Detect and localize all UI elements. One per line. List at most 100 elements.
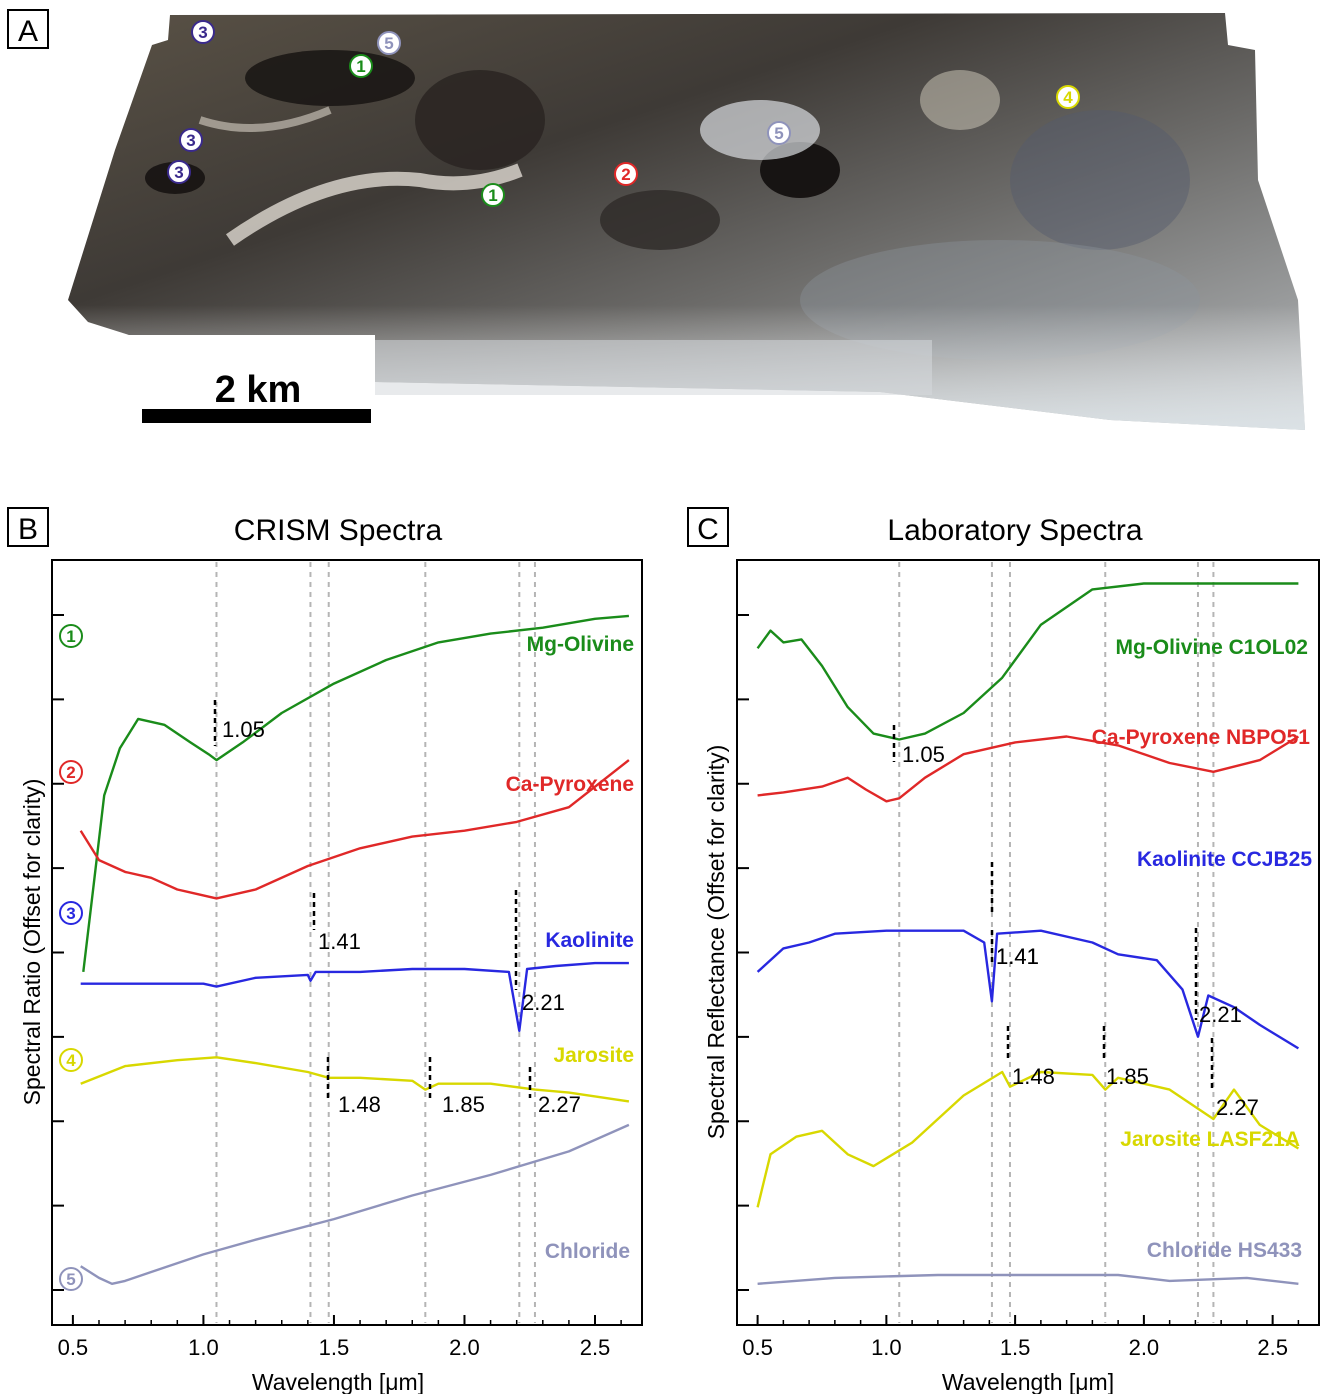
map-marker-5: 3 xyxy=(167,160,191,184)
c-content-xtick-label-4: 2.0 xyxy=(1129,1335,1160,1360)
scalebar-label: 2 km xyxy=(215,369,302,411)
panel-b-chart: B CRISM Spectra 0.5 1.0 1.5 2.0 2.5 Mg-Olivin… xyxy=(7,507,643,1394)
b-content-series-line-3 xyxy=(80,961,629,1032)
panel-c-chart: C Laboratory Spectra 0.5 1.0 1.5 2.0 2.5 Mg-O… xyxy=(687,507,1320,1394)
b-content-annotation-label-4: 1.85 xyxy=(442,1092,485,1117)
b-content-series-marker-4-number: 4 xyxy=(66,1051,76,1070)
b-content-series-marker-4: 4 xyxy=(59,1048,83,1072)
map-marker-8-circle xyxy=(767,121,791,145)
map-marker-2-circle xyxy=(349,54,373,78)
map-marker-9-circle xyxy=(1056,85,1080,109)
c-content-series-line-4 xyxy=(756,1070,1300,1208)
map-marker-4: 3 xyxy=(179,128,203,152)
map-marker-7-circle xyxy=(614,162,638,186)
b-content-series-line-4 xyxy=(80,1056,630,1103)
c-content-series-line-2 xyxy=(757,735,1300,803)
b-content-series-label-2: Ca-Pyroxene xyxy=(506,773,634,796)
b-content-series-marker-1-circle xyxy=(59,624,83,648)
b-content-series-marker-5: 5 xyxy=(59,1267,83,1291)
b-content-series-label-4: Jarosite xyxy=(553,1044,634,1067)
map-marker-6: 1 xyxy=(481,183,505,207)
panel-c-content: 0.5 1.0 1.5 2.0 2.5 Mg-Olivine C1OL02 Ca-Pyrox… xyxy=(737,562,1312,1360)
map-marker-6-number: 1 xyxy=(488,186,497,205)
panel-c-ylabel: Spectral Reflectance (Offset for clarity… xyxy=(703,745,729,1140)
b-content-annotation-label-5: 2.21 xyxy=(522,990,565,1015)
b-content-series-label-1: Mg-Olivine xyxy=(527,633,634,656)
b-content-series-line-2 xyxy=(79,759,630,900)
map-marker-1-number: 3 xyxy=(198,23,207,42)
c-content-annotation-label-1: 1.05 xyxy=(902,742,945,767)
b-content-series-marker-5-number: 5 xyxy=(66,1270,75,1289)
map-marker-2: 1 xyxy=(349,54,373,78)
c-content-annotation-label-4: 1.48 xyxy=(1012,1064,1055,1089)
panel-a-letter: A xyxy=(18,15,38,48)
map-marker-5-circle xyxy=(167,160,191,184)
panel-b-letter-box xyxy=(7,507,49,547)
panel-c-letter-box xyxy=(687,507,729,547)
b-content-xtick-label-2: 1.0 xyxy=(188,1335,219,1360)
c-content-annotation-label-3: 1.41 xyxy=(996,944,1039,969)
b-content-series-marker-3-circle xyxy=(59,901,83,925)
c-content-annotation-label-6: 2.21 xyxy=(1199,1002,1242,1027)
c-content-series-line-3 xyxy=(756,929,1300,1050)
map-marker-9: 4 xyxy=(1056,85,1080,109)
panel-c-xlabel: Wavelength [μm] xyxy=(942,1369,1114,1394)
map-marker-8: 5 xyxy=(767,121,791,145)
panel-a-letter-box xyxy=(7,9,49,49)
c-content-series-line-1 xyxy=(756,582,1299,741)
map-marker-3-number: 5 xyxy=(384,34,393,53)
panel-b-content: 0.5 1.0 1.5 2.0 2.5 Mg-Olivine 1 Ca-Pyroxene 2 Ka… xyxy=(52,562,634,1360)
c-content-xtick-label-5: 2.5 xyxy=(1257,1335,1288,1360)
map-marker-1: 3 xyxy=(191,20,215,44)
b-content-xtick-label-5: 2.5 xyxy=(580,1335,611,1360)
c-content-series-label-1: Mg-Olivine C1OL02 xyxy=(1115,636,1308,659)
c-content-annotation-label-2: 1.41 xyxy=(996,944,1039,969)
c-content-annotation-label-5: 1.85 xyxy=(1106,1064,1149,1089)
b-content-series-marker-1: 1 xyxy=(59,624,83,648)
b-content-annotation-label-6: 2.27 xyxy=(538,1092,581,1117)
b-content-series-marker-3: 3 xyxy=(59,901,83,925)
map-marker-7: 2 xyxy=(614,162,638,186)
scalebar xyxy=(142,409,371,423)
c-content-series-label-5: Chloride HS433 xyxy=(1147,1239,1302,1262)
c-content-xtick-label-3: 1.5 xyxy=(1000,1335,1031,1360)
b-content-series-marker-3-number: 3 xyxy=(66,904,75,923)
map-marker-4-number: 3 xyxy=(186,131,195,150)
b-content-xtick-label-1: 0.5 xyxy=(58,1335,89,1360)
b-content-series-line-5 xyxy=(80,1123,630,1285)
terrain-image xyxy=(68,13,1305,430)
b-content-xtick-label-4: 2.0 xyxy=(449,1335,480,1360)
panel-b-ylabel: Spectral Ratio (Offset for clarity) xyxy=(19,779,45,1106)
c-content-xtick-label-1: 0.5 xyxy=(742,1335,773,1360)
b-content-series-marker-4-circle xyxy=(59,1048,83,1072)
map-marker-4-circle xyxy=(179,128,203,152)
c-content-series-line-5 xyxy=(757,1273,1299,1285)
b-content-series-label-5: Chloride xyxy=(545,1240,630,1263)
map-marker-2-number: 1 xyxy=(356,57,365,76)
b-content-series-line-1 xyxy=(82,614,630,973)
b-content-series-marker-5-circle xyxy=(59,1267,83,1291)
panel-c-plot-frame xyxy=(736,559,1320,1326)
b-content-series-marker-2: 2 xyxy=(59,760,83,784)
c-content-xtick-label-2: 1.0 xyxy=(871,1335,902,1360)
b-content-series-marker-1-number: 1 xyxy=(66,627,75,646)
map-marker-8-number: 5 xyxy=(774,124,783,143)
b-content-annotation-label-2: 1.41 xyxy=(318,929,361,954)
b-content-series-marker-2-circle xyxy=(59,760,83,784)
c-content-series-label-2: Ca-Pyroxene NBPO51 xyxy=(1092,726,1311,749)
map-marker-3-circle xyxy=(377,31,401,55)
b-content-annotation-label-3: 1.48 xyxy=(338,1092,381,1117)
b-content-series-label-3: Kaolinite xyxy=(545,929,634,952)
b-content-annotation-label-1: 1.05 xyxy=(222,717,265,742)
c-content-annotation-label-7: 2.27 xyxy=(1216,1095,1259,1120)
map-marker-3: 5 xyxy=(377,31,401,55)
c-content-series-label-4: Jarosite LASF21A xyxy=(1120,1128,1300,1151)
map-marker-1-circle xyxy=(191,20,215,44)
panel-c-letter: C xyxy=(697,513,719,546)
panel-b-title: CRISM Spectra xyxy=(234,514,443,547)
b-content-series-marker-2-number: 2 xyxy=(66,763,75,782)
panel-c-title: Laboratory Spectra xyxy=(887,514,1142,547)
